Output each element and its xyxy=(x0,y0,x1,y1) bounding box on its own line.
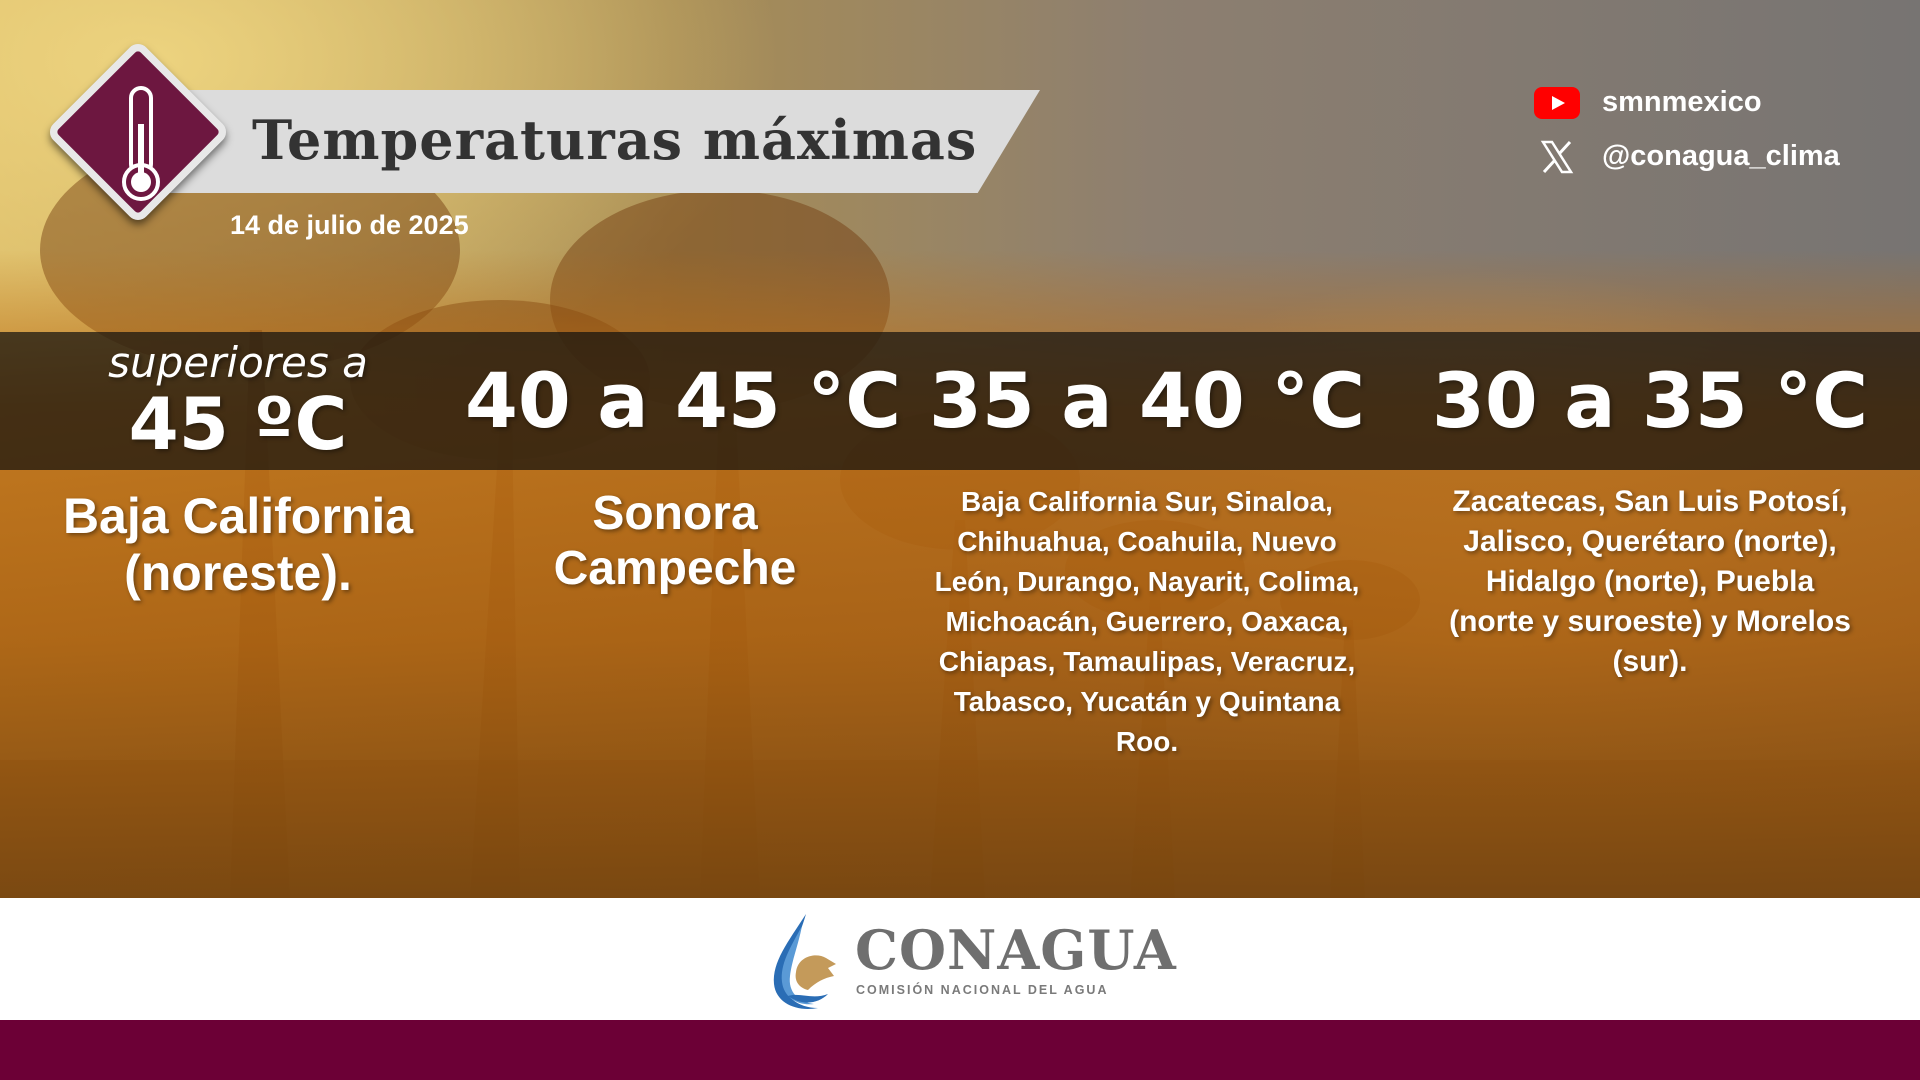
x-icon xyxy=(1534,140,1580,173)
range-2-label: 40 a 45 °C xyxy=(465,356,901,445)
x-link[interactable]: @conagua_clima xyxy=(1534,140,1840,173)
range-1-label: 45 ºC xyxy=(128,382,348,466)
title-banner xyxy=(150,90,1040,193)
thermometer-icon xyxy=(122,86,160,201)
x-handle: @conagua_clima xyxy=(1602,140,1840,172)
range-4-regions: Zacatecas, San Luis Potosí, Jalisco, Que… xyxy=(1449,485,1851,678)
page-title: Temperaturas máximas xyxy=(252,108,978,172)
temperature-band xyxy=(0,332,1920,470)
range-3-label: 35 a 40 °C xyxy=(929,356,1365,445)
youtube-link[interactable]: smnmexico xyxy=(1534,86,1762,119)
forecast-date: 14 de julio de 2025 xyxy=(230,210,469,240)
range-3-regions: Baja California Sur, Sinaloa, Chihuahua,… xyxy=(934,486,1360,757)
region-campeche: Campeche xyxy=(553,542,797,595)
range-1-regions: Baja California (noreste). xyxy=(62,488,414,601)
range-1-prefix: superiores a xyxy=(108,338,368,387)
footer xyxy=(0,898,1920,1020)
youtube-handle: smnmexico xyxy=(1602,86,1762,118)
conagua-logo-icon xyxy=(773,914,836,1009)
range-4-label: 30 a 35 °C xyxy=(1432,356,1868,445)
conagua-logo-subtitle: COMISIÓN NACIONAL DEL AGUA xyxy=(856,983,1109,997)
range-2-regions: Sonora Campeche xyxy=(475,486,875,596)
bottom-brand-bar xyxy=(0,1020,1920,1080)
youtube-icon xyxy=(1534,86,1580,119)
region-sonora: Sonora xyxy=(592,487,758,540)
conagua-logo-text: CONAGUA xyxy=(855,918,1177,982)
